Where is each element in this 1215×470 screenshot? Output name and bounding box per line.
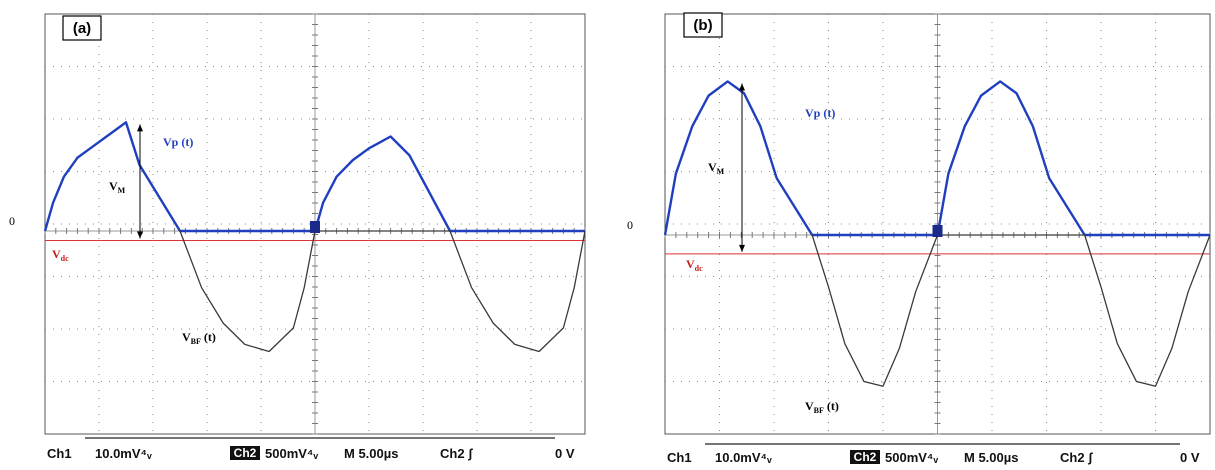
status-bar: Ch1 10.0mV⁴ᵥ 500mV⁴ᵥ M 5.00µs Ch2 ʃ 0 V Ch2: [47, 446, 575, 461]
status-bar: Ch1 10.0mV⁴ᵥ 500mV⁴ᵥ M 5.00µs Ch2 ʃ 0 V Ch2: [667, 450, 1200, 465]
vm-arrowhead-top: [739, 83, 745, 91]
vp-label: Vp (t): [163, 135, 193, 149]
zero-label: 0: [627, 218, 633, 232]
vm-arrowhead-bottom: [137, 231, 143, 239]
vm-label-sub: M: [717, 167, 725, 176]
status-timebase: M 5.00µs: [344, 446, 398, 461]
vm-label: VM: [109, 179, 126, 195]
zero-label: 0: [9, 214, 15, 228]
status-ch1: Ch1: [47, 446, 72, 461]
vm-arrowhead-top: [137, 124, 143, 132]
panel-label: (a): [73, 20, 91, 37]
panel-label-box: [62, 15, 102, 41]
status-ch1-scale: 10.0mV⁴ᵥ: [715, 450, 772, 465]
status-trigger: Ch2 ʃ: [440, 446, 473, 461]
status-ch2-scale: 500mV⁴ᵥ: [885, 450, 938, 465]
status-trigger: Ch2 ʃ: [1060, 450, 1093, 465]
vbf-label-tail: (t): [201, 330, 216, 344]
vm-label-sub: M: [118, 186, 126, 195]
vbf-label-sub: BF: [814, 406, 824, 415]
vbf-label-main: V: [182, 330, 191, 344]
vbf-label-sub: BF: [191, 337, 201, 346]
panel-label-box: [683, 12, 723, 38]
status-ch1: Ch1: [667, 450, 692, 465]
vm-label-main: V: [708, 160, 717, 174]
status-ch1-scale: 10.0mV⁴ᵥ: [95, 446, 152, 461]
vp-label: Vp (t): [805, 106, 835, 120]
status-ch2: Ch2: [234, 446, 257, 460]
vbf-label: VBF (t): [182, 330, 216, 346]
status-level: 0 V: [1180, 450, 1200, 465]
vdc-label-sub: dc: [61, 254, 69, 263]
series-vbf-line: [179, 230, 586, 353]
vdc-label: Vdc: [686, 257, 703, 273]
vbf-label-tail: (t): [824, 399, 839, 413]
vm-label-main: V: [109, 179, 118, 193]
vdc-label-main: V: [52, 247, 61, 261]
status-ch2-box: [230, 446, 260, 460]
panel-label: (b): [693, 17, 712, 34]
trigger-marker: [932, 225, 943, 237]
status-level: 0 V: [555, 446, 575, 461]
status-ch2-box: [850, 450, 880, 464]
status-ch2-scale: 500mV⁴ᵥ: [265, 446, 318, 461]
vm-label: VM: [708, 160, 725, 176]
vdc-label-sub: dc: [695, 264, 703, 273]
vdc-label: Vdc: [52, 247, 69, 263]
series-vbf-line: [811, 234, 1211, 387]
status-timebase: M 5.00µs: [964, 450, 1018, 465]
status-ch2: Ch2: [854, 450, 877, 464]
vbf-label-main: V: [805, 399, 814, 413]
vdc-label-main: V: [686, 257, 695, 271]
trigger-marker: [310, 221, 320, 233]
vbf-label: VBF (t): [805, 399, 839, 415]
vm-arrowhead-bottom: [739, 244, 745, 252]
